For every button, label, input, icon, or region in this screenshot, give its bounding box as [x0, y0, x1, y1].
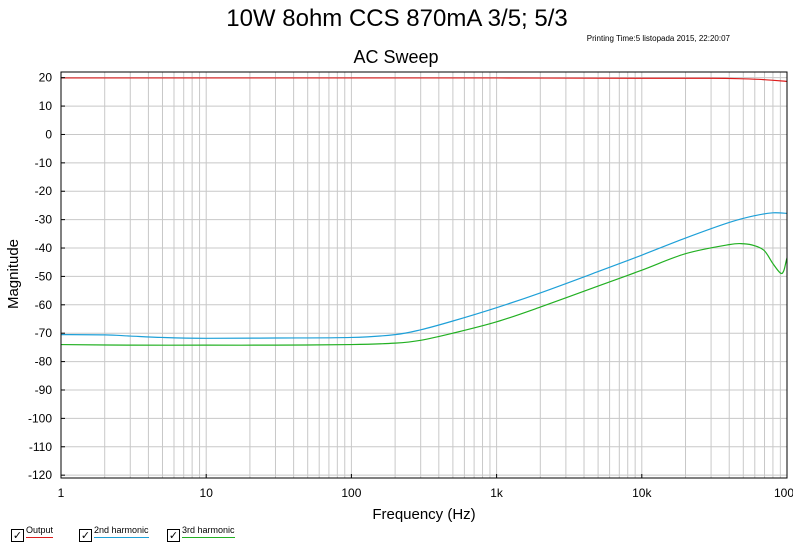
- legend-item-2nd-harmonic[interactable]: ✓ 2nd harmonic: [79, 525, 149, 543]
- y-tick-label: -40: [35, 241, 53, 255]
- y-tick-label: -110: [29, 440, 52, 454]
- series-line-3rd-harmonic: [61, 242, 787, 346]
- legend-label: 3rd harmonic: [182, 525, 235, 538]
- legend-item-3rd-harmonic[interactable]: ✓ 3rd harmonic: [167, 525, 235, 543]
- x-axis-label: Frequency (Hz): [372, 506, 475, 523]
- printing-time: Printing Time:5 listopada 2015, 22:20:07: [587, 34, 731, 43]
- x-tick-label: 10k: [632, 486, 652, 500]
- x-tick-label: 1: [58, 486, 65, 500]
- page-title: 10W 8ohm CCS 870mA 3/5; 5/3: [226, 5, 568, 32]
- y-tick-label: 20: [39, 71, 53, 85]
- y-tick-label: 0: [45, 127, 52, 141]
- y-tick-label: 10: [39, 99, 53, 113]
- series-lines: [61, 77, 787, 346]
- series-line-2nd-harmonic: [61, 212, 787, 339]
- x-tick-label: 100k: [774, 486, 793, 500]
- y-tick-label: -120: [28, 468, 52, 482]
- y-tick-label: -10: [35, 156, 53, 170]
- legend-label: 2nd harmonic: [94, 525, 149, 538]
- chart-title: AC Sweep: [353, 47, 438, 67]
- y-tick-label: -30: [35, 213, 53, 227]
- checkbox-icon[interactable]: ✓: [11, 529, 24, 542]
- y-axis-label: Magnitude: [5, 239, 22, 309]
- axis-ticks: 20100-10-20-30-40-50-60-70-80-90-100-110…: [28, 71, 793, 500]
- grid: [60, 72, 787, 478]
- x-tick-label: 10: [200, 486, 214, 500]
- x-tick-label: 1k: [490, 486, 504, 500]
- y-tick-label: -90: [35, 383, 53, 397]
- y-tick-label: -20: [35, 184, 53, 198]
- checkbox-icon[interactable]: ✓: [79, 529, 92, 542]
- y-tick-label: -80: [35, 355, 53, 369]
- y-tick-label: -70: [35, 326, 53, 340]
- legend-label: Output: [26, 525, 54, 538]
- y-tick-label: -100: [28, 411, 52, 425]
- series-line-output: [61, 77, 787, 82]
- legend-item-output[interactable]: ✓ Output: [11, 525, 54, 543]
- x-tick-label: 100: [341, 486, 361, 500]
- checkbox-icon[interactable]: ✓: [167, 529, 180, 542]
- plot-area: [60, 71, 788, 479]
- y-tick-label: -60: [35, 298, 53, 312]
- y-tick-label: -50: [35, 269, 53, 283]
